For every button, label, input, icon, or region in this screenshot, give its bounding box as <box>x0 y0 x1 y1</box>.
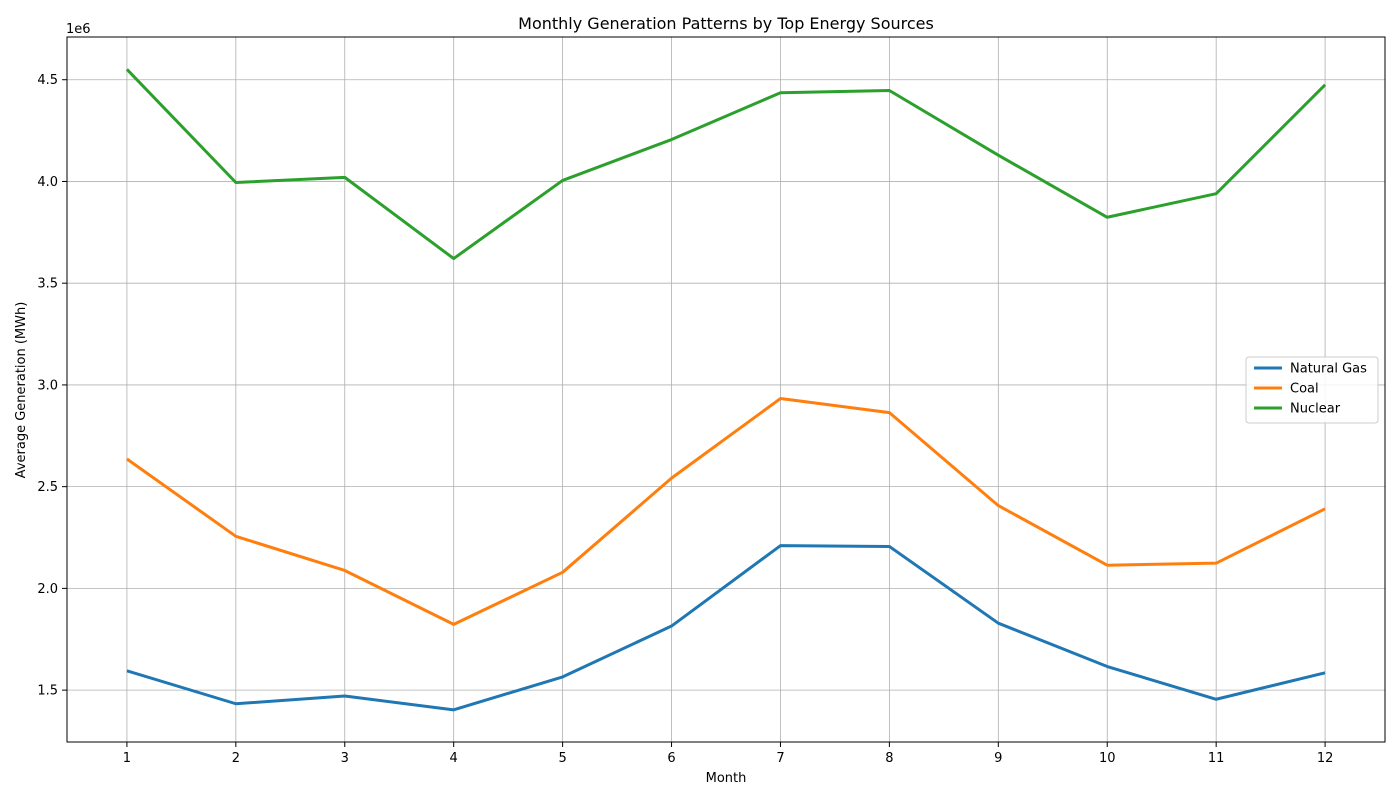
legend: Natural Gas Coal Nuclear <box>1245 356 1379 424</box>
series-line-natural-gas <box>126 544 1326 712</box>
x-tick-label: 9 <box>994 751 1002 766</box>
x-tick-label: 11 <box>1208 751 1225 766</box>
y-tick-label: 2.5 <box>37 480 58 495</box>
series-line-nuclear <box>125 68 1327 261</box>
x-tick-label: 5 <box>558 751 566 766</box>
x-tick-label: 2 <box>232 751 240 766</box>
y-axis: 1.5 2.0 2.5 3.0 3.5 4.0 4.5 <box>37 73 67 699</box>
series-line-coal <box>126 397 1326 626</box>
x-tick-label: 10 <box>1099 751 1116 766</box>
y-tick-label: 4.5 <box>37 73 58 88</box>
x-tick-label: 12 <box>1317 751 1334 766</box>
x-tick-label: 1 <box>123 751 131 766</box>
x-tick-label: 3 <box>341 751 349 766</box>
y-tick-label: 2.0 <box>37 582 58 597</box>
legend-entry: Coal <box>1290 382 1319 397</box>
x-tick-label: 6 <box>667 751 675 766</box>
y-tick-label: 3.5 <box>37 277 58 292</box>
x-axis-label: Month <box>706 771 747 786</box>
legend-entry: Natural Gas <box>1290 362 1367 377</box>
chart-title: Monthly Generation Patterns by Top Energ… <box>518 14 934 33</box>
y-offset-text: 1e6 <box>66 22 91 37</box>
y-tick-label: 1.5 <box>37 684 58 699</box>
x-tick-label: 4 <box>450 751 458 766</box>
grid-lines <box>67 37 1385 742</box>
y-tick-label: 3.0 <box>37 378 58 393</box>
plot-frame <box>66 36 1386 743</box>
x-tick-label: 7 <box>776 751 784 766</box>
series-layer <box>125 68 1327 712</box>
y-axis-label: Average Generation (MWh) <box>14 302 29 479</box>
y-tick-label: 4.0 <box>37 175 58 190</box>
x-axis: 1 2 3 4 5 6 7 8 9 10 11 12 <box>123 742 1334 766</box>
legend-entry: Nuclear <box>1290 402 1341 417</box>
x-tick-label: 8 <box>885 751 893 766</box>
